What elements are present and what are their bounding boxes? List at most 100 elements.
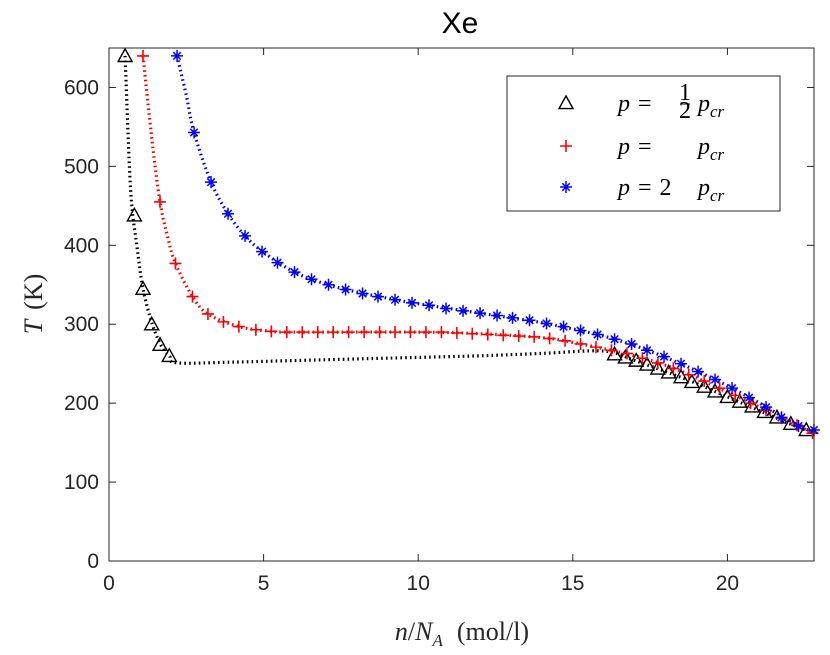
series-3-point bbox=[356, 287, 369, 300]
series-1-point bbox=[756, 403, 773, 419]
series-1-point bbox=[617, 348, 634, 364]
series-2-point bbox=[265, 325, 278, 338]
x-tick-label: 15 bbox=[561, 572, 584, 595]
y-tick-label: 600 bbox=[64, 76, 99, 99]
series-1-point bbox=[660, 363, 677, 379]
legend-marker-1 bbox=[557, 94, 575, 110]
series-3-point bbox=[692, 365, 705, 378]
series-2-point bbox=[605, 344, 618, 357]
y-tick-label: 300 bbox=[64, 313, 99, 336]
series-curve-1 bbox=[123, 55, 809, 433]
series-1-point bbox=[719, 388, 736, 404]
series-2-point bbox=[389, 326, 402, 339]
data-markers bbox=[116, 47, 820, 440]
series-3-point bbox=[339, 283, 352, 296]
series-3-point bbox=[188, 126, 201, 139]
series-3-point bbox=[222, 207, 235, 220]
y-tick-label: 500 bbox=[64, 155, 99, 178]
legend-label-3: p = 2 pcr bbox=[616, 175, 725, 205]
series-1-point bbox=[683, 373, 701, 389]
series-2-point bbox=[186, 290, 199, 303]
series-2-point bbox=[559, 334, 572, 347]
series-2-point bbox=[311, 326, 324, 339]
y-axis-label: T (K) bbox=[19, 274, 48, 335]
series-1-point bbox=[731, 393, 748, 408]
y-tick-label: 0 bbox=[87, 550, 99, 573]
series-1-point bbox=[696, 378, 713, 393]
series-3-point bbox=[608, 333, 621, 346]
x-tick-label: 10 bbox=[407, 572, 430, 595]
series-1-point bbox=[782, 415, 799, 430]
series-3-point bbox=[406, 296, 419, 309]
series-3-point bbox=[288, 266, 301, 279]
series-3-point bbox=[726, 382, 739, 395]
series-1-point bbox=[638, 356, 656, 371]
series-3-point bbox=[256, 245, 269, 258]
series-3-point bbox=[389, 293, 402, 306]
series-2-point bbox=[698, 375, 711, 388]
series-1-point bbox=[706, 382, 724, 398]
x-axis-sub-var: N bbox=[414, 617, 434, 646]
series-3-point bbox=[440, 302, 453, 315]
series-3-point bbox=[271, 256, 284, 269]
legend-label-2: p = pcr bbox=[616, 134, 725, 164]
series-3-point bbox=[305, 273, 318, 286]
series-2-point bbox=[481, 328, 494, 341]
x-tick-label: 20 bbox=[716, 572, 739, 595]
series-3-point bbox=[591, 328, 604, 341]
series-3-point bbox=[239, 229, 252, 242]
series-3-point bbox=[743, 391, 756, 404]
series-1-point bbox=[628, 352, 645, 367]
series-2-point bbox=[280, 326, 293, 339]
series-3-point bbox=[557, 320, 570, 333]
series-3-point bbox=[760, 401, 773, 414]
series-3-point bbox=[506, 311, 519, 324]
legend-box bbox=[506, 75, 781, 212]
y-tick-label: 100 bbox=[64, 471, 99, 494]
series-2-point bbox=[466, 327, 479, 340]
series-3-point bbox=[491, 309, 504, 322]
x-tick-label: 5 bbox=[258, 572, 270, 595]
x-axis-var: n bbox=[395, 617, 408, 646]
series-1-point bbox=[151, 336, 169, 352]
series-2-point bbox=[169, 257, 182, 270]
series-1-point bbox=[126, 206, 143, 222]
legend-marker-2 bbox=[560, 140, 572, 152]
axes-box bbox=[108, 47, 815, 562]
series-3-point bbox=[709, 373, 722, 386]
series-1-point bbox=[672, 368, 690, 384]
series-2-point bbox=[512, 330, 525, 343]
legend-marker-3 bbox=[560, 181, 572, 193]
series-3-point bbox=[423, 299, 436, 312]
series-2-point bbox=[373, 326, 386, 339]
series-2-point bbox=[404, 326, 417, 339]
x-axis-unit: (mol/l) bbox=[457, 617, 529, 646]
series-2-point bbox=[327, 326, 340, 339]
series-2-point bbox=[232, 320, 245, 333]
series-2-point bbox=[419, 326, 432, 339]
series-2-point bbox=[450, 326, 463, 339]
series-3-point bbox=[171, 49, 184, 62]
series-3-point bbox=[625, 337, 638, 350]
series-2-point bbox=[201, 307, 214, 320]
series-2-point bbox=[713, 382, 726, 395]
series-2-point bbox=[667, 362, 680, 375]
series-1-point bbox=[143, 315, 160, 331]
series-2-point bbox=[435, 326, 448, 339]
series-2-point bbox=[651, 356, 664, 369]
x-axis-label: n/NA (mol/l) bbox=[395, 617, 529, 650]
series-2-point bbox=[590, 341, 603, 354]
series-3-point bbox=[205, 176, 218, 189]
series-2-point bbox=[296, 326, 309, 339]
series-2-point bbox=[636, 352, 649, 365]
series-3-point bbox=[523, 314, 536, 327]
series-3-point bbox=[457, 304, 470, 317]
series-2-point bbox=[137, 49, 150, 62]
legend-frac-den: 2 bbox=[679, 98, 691, 124]
series-3-point bbox=[322, 278, 335, 291]
legend-label-1: p = pcr bbox=[616, 91, 725, 121]
series-2-point bbox=[497, 329, 510, 342]
